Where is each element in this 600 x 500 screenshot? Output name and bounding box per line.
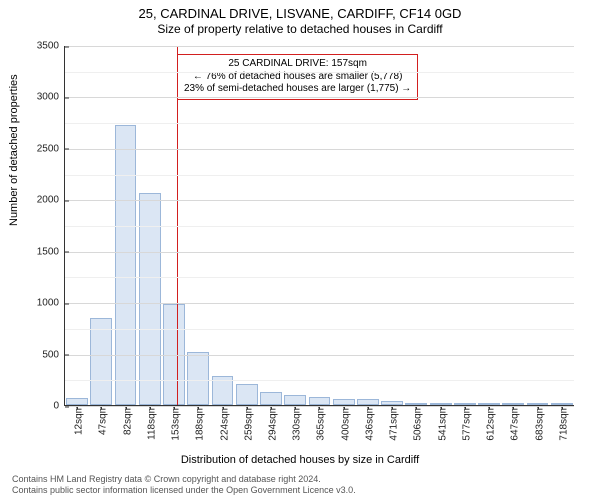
x-tick-label: 400sqm [336,405,351,441]
x-tick-label: 683sqm [530,405,545,441]
figure: 25, CARDINAL DRIVE, LISVANE, CARDIFF, CF… [0,0,600,500]
histogram-bar [284,395,306,405]
y-tick-label: 2000 [37,195,65,206]
y-tick-label: 0 [53,401,65,412]
histogram-bar [260,392,282,405]
gridline [65,252,574,253]
gridline-minor [65,226,574,227]
x-axis-label: Distribution of detached houses by size … [0,454,600,466]
gridline [65,149,574,150]
gridline-minor [65,380,574,381]
histogram-bar [309,397,331,405]
x-tick-label: 12sqm [70,405,85,435]
gridline [65,303,574,304]
x-tick-label: 612sqm [482,405,497,441]
title-line-1: 25, CARDINAL DRIVE, LISVANE, CARDIFF, CF… [0,0,600,22]
histogram-bar [66,398,88,405]
gridline-minor [65,123,574,124]
x-tick-label: 718sqm [554,405,569,441]
x-tick-label: 47sqm [94,405,109,435]
x-tick-label: 506sqm [409,405,424,441]
gridline-minor [65,277,574,278]
histogram-bar [139,193,161,405]
footer-line-2: Contains public sector information licen… [12,485,356,496]
x-tick-label: 541sqm [433,405,448,441]
y-tick-label: 500 [42,349,65,360]
gridline [65,200,574,201]
histogram-bar [236,384,258,405]
gridline [65,355,574,356]
y-axis-label: Number of detached properties [8,74,20,226]
annotation-box: 25 CARDINAL DRIVE: 157sqm ← 76% of detac… [177,54,418,100]
annotation-line-1: 25 CARDINAL DRIVE: 157sqm [184,58,411,71]
x-tick-label: 153sqm [167,405,182,441]
y-tick-label: 1500 [37,246,65,257]
y-tick-label: 1000 [37,298,65,309]
x-tick-label: 365sqm [312,405,327,441]
x-tick-label: 577sqm [457,405,472,441]
title-line-2: Size of property relative to detached ho… [0,22,600,36]
gridline [65,97,574,98]
y-tick-label: 3500 [37,41,65,52]
x-tick-label: 436sqm [360,405,375,441]
x-tick-label: 647sqm [506,405,521,441]
plot-area: 12sqm47sqm82sqm118sqm153sqm188sqm224sqm2… [64,46,574,406]
x-tick-label: 82sqm [118,405,133,435]
x-tick-label: 330sqm [288,405,303,441]
x-tick-label: 188sqm [191,405,206,441]
gridline [65,406,574,407]
x-tick-label: 471sqm [385,405,400,441]
x-tick-label: 118sqm [142,405,157,440]
footer-line-1: Contains HM Land Registry data © Crown c… [12,474,356,485]
gridline-minor [65,72,574,73]
histogram-bar [115,125,137,405]
y-tick-label: 3000 [37,92,65,103]
gridline [65,46,574,47]
histogram-bar [187,352,209,405]
x-tick-label: 224sqm [215,405,230,441]
gridline-minor [65,329,574,330]
x-tick-label: 294sqm [263,405,278,441]
footer: Contains HM Land Registry data © Crown c… [12,474,356,496]
y-tick-label: 2500 [37,143,65,154]
x-tick-label: 259sqm [239,405,254,441]
gridline-minor [65,175,574,176]
histogram-bar [90,318,112,405]
annotation-line-3: 23% of semi-detached houses are larger (… [184,83,411,96]
